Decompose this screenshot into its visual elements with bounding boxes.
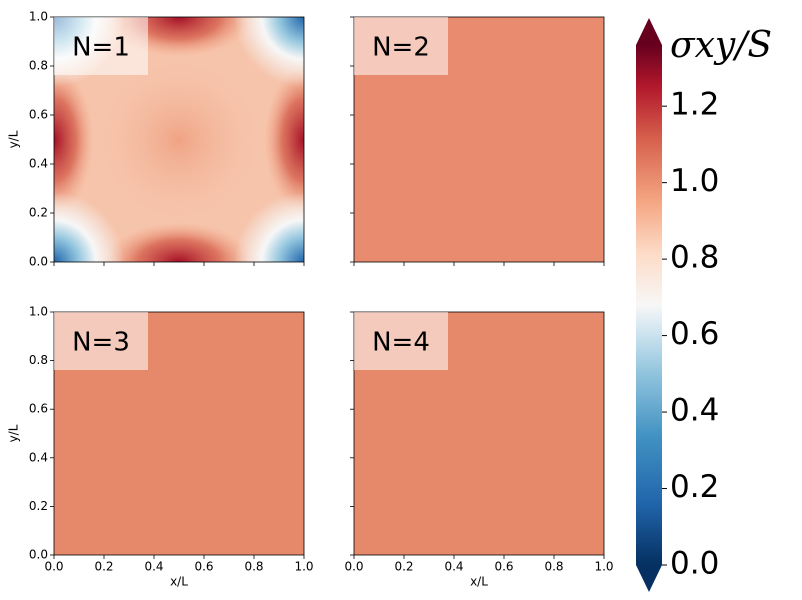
panel-title: N=1 — [72, 33, 130, 63]
y-tick-label: 1.0 — [29, 10, 48, 24]
y-tick-label: 0.6 — [29, 108, 48, 122]
y-tick-label: 0.8 — [29, 353, 48, 367]
x-tick-label: 1.0 — [294, 560, 313, 574]
y-tick-label: 0.4 — [29, 450, 48, 464]
x-tick-label: 0.2 — [94, 560, 113, 574]
x-tick-label: 0.4 — [144, 560, 163, 574]
panel-title: N=2 — [372, 33, 430, 63]
y-axis-label: y/L — [7, 424, 21, 442]
colorbar-tick-label: 0.8 — [670, 240, 719, 276]
x-tick-label: 0.0 — [44, 560, 63, 574]
colorbar-tick-label: 1.0 — [670, 163, 719, 199]
y-axis-label: y/L — [7, 130, 21, 148]
colorbar-tick-label: 0.6 — [670, 316, 719, 352]
y-tick-label: 1.0 — [29, 305, 48, 319]
x-tick-label: 0.0 — [344, 560, 363, 574]
axes-frame — [53, 311, 305, 556]
x-axis-label: x/L — [470, 575, 488, 589]
x-tick-label: 0.8 — [244, 560, 263, 574]
y-tick-label: 0.8 — [29, 59, 48, 73]
title-box — [54, 17, 148, 75]
colorbar-tick-label: 0.4 — [670, 393, 719, 429]
x-tick-label: 0.2 — [394, 560, 413, 574]
x-tick-label: 0.4 — [444, 560, 463, 574]
colorbar-tick-label: 1.2 — [670, 87, 719, 123]
title-box — [354, 312, 448, 370]
axes-frame — [353, 311, 605, 556]
colorbar-tick-label: 0.2 — [670, 469, 719, 505]
x-tick-label: 0.6 — [194, 560, 213, 574]
x-tick-label: 0.8 — [544, 560, 563, 574]
y-tick-label: 0.4 — [29, 157, 48, 171]
y-tick-label: 0.6 — [29, 402, 48, 416]
colorbar-extend — [636, 565, 662, 592]
title-box — [354, 17, 448, 75]
panel-title: N=4 — [372, 328, 430, 358]
y-tick-label: 0.2 — [29, 206, 48, 220]
axes-frame — [353, 16, 605, 263]
x-tick-label: 1.0 — [594, 560, 613, 574]
colorbar-extend — [636, 18, 662, 45]
title-box — [54, 312, 148, 370]
colorbar-label: σxy/S — [670, 25, 772, 66]
y-tick-label: 0.0 — [29, 255, 48, 269]
x-tick-label: 0.6 — [494, 560, 513, 574]
y-tick-label: 0.2 — [29, 499, 48, 513]
colorbar — [636, 45, 662, 565]
axes-frame — [53, 16, 305, 263]
x-axis-label: x/L — [170, 575, 188, 589]
y-tick-label: 0.0 — [29, 548, 48, 562]
colorbar-tick-label: 0.0 — [670, 546, 719, 582]
panel-title: N=3 — [72, 328, 130, 358]
